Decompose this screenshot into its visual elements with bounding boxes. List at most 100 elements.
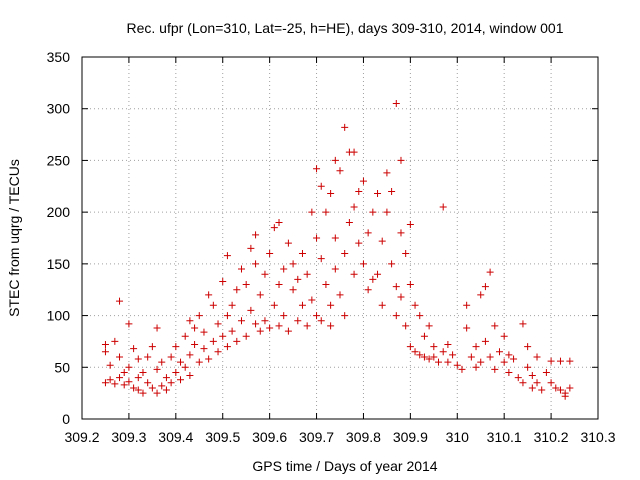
data-point	[134, 386, 142, 394]
data-point	[369, 275, 377, 283]
data-point	[364, 286, 372, 294]
data-point	[364, 229, 372, 237]
data-point	[378, 301, 386, 309]
data-point	[205, 355, 213, 363]
data-point	[439, 348, 447, 356]
data-point	[528, 372, 536, 380]
data-point	[191, 341, 199, 349]
data-point	[388, 187, 396, 195]
data-point	[252, 320, 260, 328]
data-point	[237, 265, 245, 273]
x-tick-label: 309.5	[205, 429, 240, 445]
data-point	[280, 312, 288, 320]
data-point	[547, 357, 555, 365]
data-point	[481, 283, 489, 291]
y-tick-label: 250	[47, 152, 71, 168]
data-point	[359, 260, 367, 268]
data-point	[280, 265, 288, 273]
data-point	[261, 270, 269, 278]
data-point	[458, 365, 466, 373]
data-point	[341, 312, 349, 320]
plot-frame	[81, 56, 599, 420]
data-point	[355, 187, 363, 195]
data-point	[233, 337, 241, 345]
chart-title: Rec. ufpr (Lon=310, Lat=-25, h=HE), days…	[126, 20, 563, 36]
x-tick-label: 310.1	[487, 429, 522, 445]
data-point	[327, 322, 335, 330]
data-point	[106, 361, 114, 369]
data-point	[125, 363, 133, 371]
data-point	[374, 190, 382, 198]
data-point	[472, 363, 480, 371]
data-point	[406, 343, 414, 351]
data-point	[514, 374, 522, 382]
data-point	[322, 281, 330, 289]
data-point	[275, 218, 283, 226]
y-tick-label: 350	[47, 49, 71, 65]
data-point	[336, 167, 344, 175]
x-tick-label: 309.9	[393, 429, 428, 445]
y-tick-label: 300	[47, 101, 71, 117]
data-point	[322, 208, 330, 216]
data-point	[256, 327, 264, 335]
data-point	[270, 301, 278, 309]
data-point	[111, 337, 119, 345]
data-point	[317, 317, 325, 325]
data-point	[275, 322, 283, 330]
data-point	[116, 353, 124, 361]
data-point	[533, 353, 541, 361]
data-point	[120, 368, 128, 376]
data-point	[369, 208, 377, 216]
data-point	[116, 374, 124, 382]
x-tick-label: 309.8	[346, 429, 381, 445]
data-point	[439, 203, 447, 211]
data-point	[350, 203, 358, 211]
data-point	[242, 281, 250, 289]
data-point	[191, 324, 199, 332]
data-point	[374, 270, 382, 278]
data-point	[101, 379, 109, 387]
gridlines	[82, 57, 598, 419]
data-point	[289, 260, 297, 268]
data-point	[181, 363, 189, 371]
x-tick-label: 310.2	[534, 429, 569, 445]
data-point	[106, 376, 114, 384]
x-tick-label: 309.6	[252, 429, 287, 445]
data-point	[430, 353, 438, 361]
data-point	[256, 291, 264, 299]
data-point	[139, 368, 147, 376]
data-point	[388, 260, 396, 268]
data-point	[294, 275, 302, 283]
x-tick-label: 309.3	[111, 429, 146, 445]
data-point	[481, 337, 489, 345]
data-point	[270, 224, 278, 232]
data-point	[172, 343, 180, 351]
data-point	[355, 239, 363, 247]
data-point	[214, 348, 222, 356]
data-point	[120, 381, 128, 389]
data-point	[144, 379, 152, 387]
data-point	[294, 317, 302, 325]
data-point	[130, 345, 138, 353]
data-point	[519, 379, 527, 387]
y-tick-label: 100	[47, 308, 71, 324]
data-point	[467, 353, 475, 361]
data-point	[303, 322, 311, 330]
data-point	[495, 348, 503, 356]
data-point	[538, 386, 546, 394]
data-point	[524, 343, 532, 351]
data-point	[402, 322, 410, 330]
data-point	[383, 208, 391, 216]
data-point	[298, 301, 306, 309]
data-point	[411, 348, 419, 356]
data-point	[167, 353, 175, 361]
data-point	[158, 382, 166, 390]
data-point	[533, 379, 541, 387]
data-point	[209, 337, 217, 345]
data-point	[383, 169, 391, 177]
data-point	[101, 348, 109, 356]
data-point	[223, 343, 231, 351]
data-point	[313, 234, 321, 242]
data-point	[435, 358, 443, 366]
data-point	[359, 177, 367, 185]
